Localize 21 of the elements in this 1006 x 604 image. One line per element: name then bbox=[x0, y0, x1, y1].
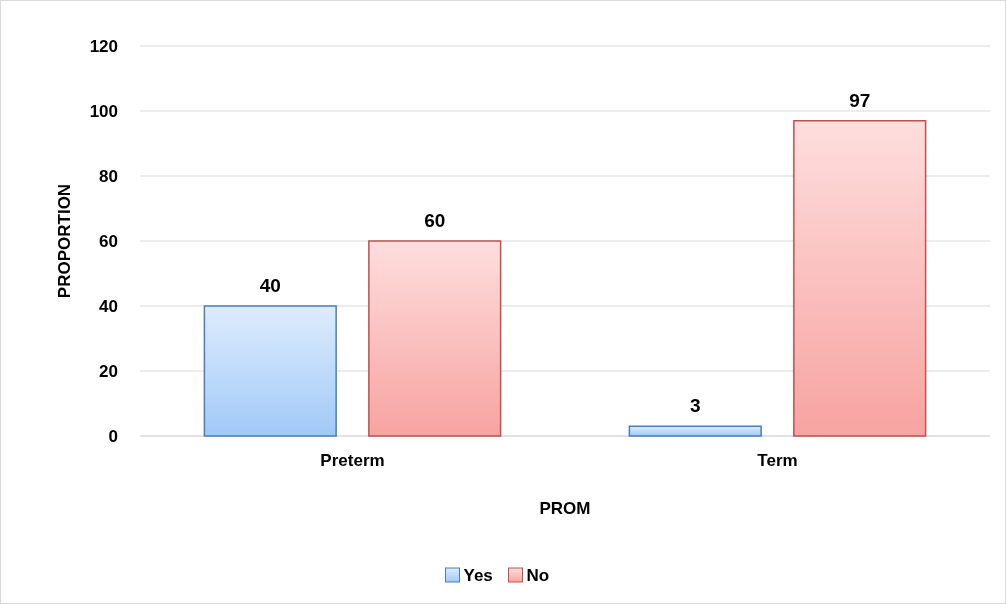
y-tick-label: 60 bbox=[99, 231, 118, 251]
y-tick-label: 0 bbox=[108, 426, 118, 446]
data-label: 97 bbox=[849, 89, 871, 111]
legend-label: No bbox=[526, 565, 550, 585]
bar bbox=[203, 305, 337, 437]
bar bbox=[793, 120, 927, 437]
y-tick-label: 40 bbox=[99, 296, 118, 316]
y-tick-label: 120 bbox=[89, 36, 118, 56]
data-label: 60 bbox=[424, 210, 446, 231]
x-axis-title: PROM bbox=[539, 499, 591, 518]
data-label: 40 bbox=[259, 275, 281, 296]
x-tick-label: Term bbox=[757, 451, 798, 470]
bar bbox=[368, 240, 502, 437]
data-label: 3 bbox=[689, 395, 701, 417]
y-tick-label: 20 bbox=[99, 361, 118, 381]
y-tick-label: 100 bbox=[89, 101, 118, 121]
x-tick-label: Preterm bbox=[320, 451, 385, 470]
y-axis-title: PROPORTION bbox=[55, 183, 74, 299]
legend-label: Yes bbox=[463, 565, 493, 585]
y-tick-label: 80 bbox=[99, 166, 118, 186]
bar bbox=[628, 425, 762, 437]
